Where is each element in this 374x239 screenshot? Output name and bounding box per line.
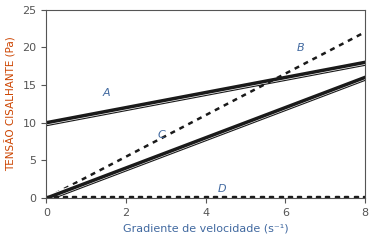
- Text: D: D: [218, 184, 226, 194]
- Text: C: C: [158, 130, 166, 140]
- Y-axis label: TENSÃO CISALHANTE (Pa): TENSÃO CISALHANTE (Pa): [6, 37, 17, 171]
- Text: B: B: [297, 43, 305, 53]
- Text: A: A: [102, 88, 110, 98]
- X-axis label: Gradiente de velocidade (s⁻¹): Gradiente de velocidade (s⁻¹): [123, 223, 288, 234]
